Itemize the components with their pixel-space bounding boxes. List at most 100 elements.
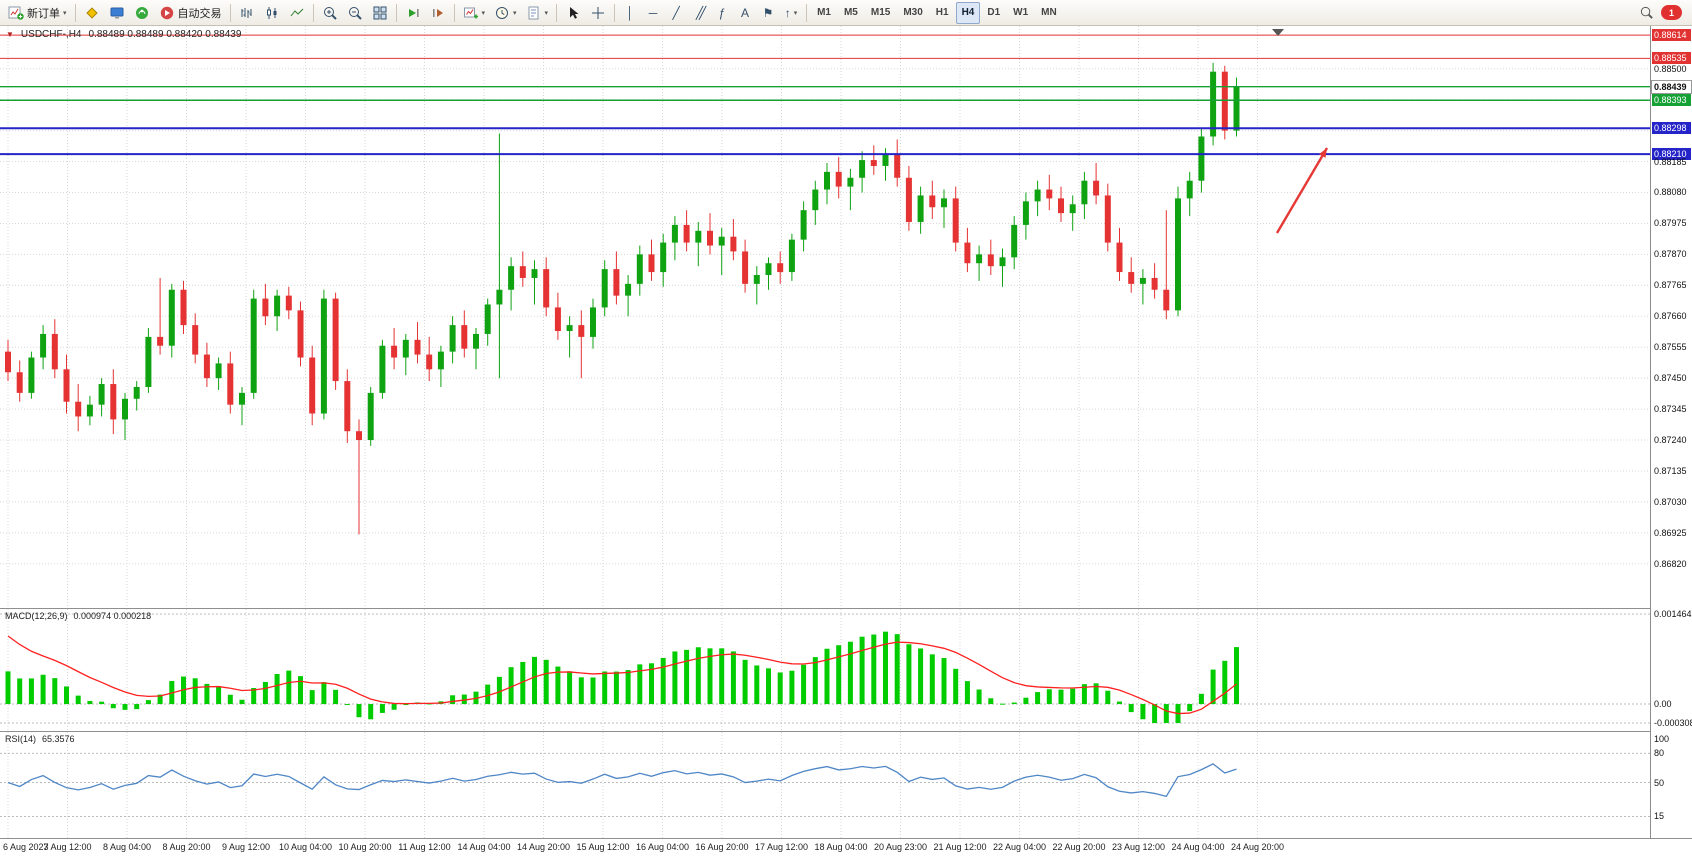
candle-bullish — [1081, 180, 1088, 205]
candle-bearish — [1093, 180, 1100, 196]
label-tool-button[interactable]: ⚑ — [757, 2, 779, 24]
market-button[interactable] — [105, 2, 129, 24]
macd-histogram-bar — [87, 700, 93, 705]
metaeditor-button[interactable] — [80, 2, 104, 24]
chart-shift-marker[interactable] — [1272, 29, 1284, 36]
candle-bearish — [952, 198, 959, 243]
zoom-in-button[interactable] — [318, 2, 342, 24]
time-axis-label: 22 Aug 04:00 — [992, 842, 1047, 852]
new-chart-button[interactable]: ▾ — [459, 2, 490, 24]
macd-histogram-bar — [555, 666, 561, 705]
rsi-axis-label: 80 — [1654, 748, 1665, 759]
macd-histogram-bar — [110, 704, 116, 709]
candlestick-chart-button[interactable] — [260, 2, 284, 24]
candle-bullish — [917, 195, 924, 222]
candle-bullish — [496, 289, 503, 305]
auto-scroll-button[interactable] — [401, 2, 425, 24]
macd-histogram-bar — [520, 661, 526, 705]
price-axis-label: 0.87765 — [1654, 280, 1687, 291]
panel-divider[interactable] — [0, 731, 1692, 732]
new-order-button[interactable]: 新订单 ▾ — [4, 2, 71, 24]
macd-histogram-bar — [508, 667, 514, 705]
macd-histogram-bar — [684, 649, 690, 705]
candle-bearish — [332, 298, 339, 382]
candle-bullish — [566, 325, 573, 331]
timeframe-MN[interactable]: MN — [1035, 2, 1063, 24]
macd-histogram-bar — [766, 668, 771, 705]
arrow-annotation[interactable] — [1275, 147, 1329, 234]
main-price-chart[interactable] — [0, 26, 1650, 608]
candle-bullish — [250, 298, 257, 393]
chevron-down-icon: ▾ — [513, 9, 517, 17]
macd-histogram-bar — [625, 670, 631, 705]
macd-histogram-bar — [227, 694, 233, 705]
time-axis[interactable]: 6 Aug 2023 7 Aug 12:00 8 Aug 04:00 8 Aug 20… — [0, 838, 1692, 856]
metaeditor-icon — [85, 6, 98, 19]
price-axis-label: 0.88393 — [1652, 94, 1691, 107]
macd-histogram-bar — [216, 686, 222, 705]
timeframe-M1[interactable]: M1 — [811, 2, 837, 24]
candle-bullish — [671, 224, 678, 243]
search-button[interactable] — [1635, 2, 1658, 24]
autotrading-button[interactable]: 自动交易 — [155, 2, 226, 24]
bar-chart-button[interactable] — [235, 2, 259, 24]
chart-window[interactable]: ▼ USDCHF-,H4 0.88489 0.88489 0.88420 0.8… — [0, 26, 1692, 856]
text-tool-button[interactable]: A — [734, 2, 756, 24]
candle-bearish — [51, 333, 58, 370]
timeframe-D1[interactable]: D1 — [981, 2, 1006, 24]
macd-histogram-bar — [1234, 647, 1239, 705]
candle-bullish — [367, 392, 374, 441]
community-button[interactable] — [130, 2, 154, 24]
timeframe-M30[interactable]: M30 — [897, 2, 928, 24]
candle-bullish — [28, 357, 35, 393]
timeframe-M5[interactable]: M5 — [838, 2, 864, 24]
timeframe-W1[interactable]: W1 — [1007, 2, 1034, 24]
time-axis-label: 16 Aug 20:00 — [695, 842, 749, 852]
channel-button[interactable]: ╱╱ — [688, 2, 710, 24]
macd-histogram-bar — [871, 634, 877, 705]
candle-bullish — [274, 295, 281, 317]
macd-histogram-bar — [906, 644, 912, 705]
macd-indicator-label: MACD(12,26,9) 0.000974 0.000218 — [5, 611, 151, 621]
candle-bullish — [999, 257, 1006, 267]
line-chart-button[interactable] — [285, 2, 309, 24]
templates-button[interactable]: ▾ — [522, 2, 553, 24]
macd-histogram-bar — [134, 704, 140, 710]
notification-badge[interactable]: 1 — [1661, 5, 1682, 20]
candle-bearish — [1058, 198, 1064, 214]
time-axis-label: 16 Aug 04:00 — [635, 842, 690, 852]
timeframe-H1[interactable]: H1 — [930, 2, 955, 24]
profiles-button[interactable]: ▾ — [490, 2, 521, 24]
tile-windows-button[interactable] — [368, 2, 392, 24]
horizontal-line-button[interactable]: ─ — [642, 2, 664, 24]
candle-bearish — [1221, 71, 1228, 131]
time-axis-label: 17 Aug 12:00 — [754, 842, 809, 852]
time-axis-label: 8 Aug 04:00 — [102, 842, 152, 852]
rsi-panel[interactable] — [0, 732, 1650, 838]
timeframe-H4[interactable]: H4 — [955, 1, 981, 24]
autotrading-icon — [160, 6, 173, 19]
macd-histogram-bar — [953, 668, 959, 705]
vertical-line-button[interactable]: │ — [619, 2, 641, 24]
candle-bullish — [402, 339, 409, 358]
crosshair-button[interactable] — [586, 2, 610, 24]
chart-shift-button[interactable] — [426, 2, 450, 24]
price-axis-label: 0.88614 — [1652, 29, 1691, 42]
candle-bullish — [976, 254, 983, 264]
zoom-out-button[interactable] — [343, 2, 367, 24]
price-axis[interactable]: 0.88614 0.88535 0.88500 0.88439 0.88393 0.882… — [1650, 26, 1692, 855]
fibonacci-button[interactable]: ƒ — [711, 2, 733, 24]
candle-bullish — [1210, 71, 1217, 137]
macd-histogram-bar — [461, 694, 467, 705]
arrows-tool-button[interactable]: ↑ ▾ — [780, 2, 802, 24]
timeframe-group: M1 M5 M15 M30 H1 H4 D1 W1 MN — [811, 1, 1063, 24]
macd-panel[interactable] — [0, 609, 1650, 731]
panel-divider[interactable] — [0, 608, 1692, 609]
candle-bearish — [63, 369, 70, 402]
channel-icon: ╱╱ — [695, 5, 707, 20]
macd-histogram-bar — [40, 674, 46, 705]
cursor-button[interactable] — [561, 2, 585, 24]
timeframe-M15[interactable]: M15 — [865, 2, 896, 24]
price-axis-label: 0.87660 — [1654, 311, 1687, 322]
trendline-button[interactable]: ╱ — [665, 2, 687, 24]
